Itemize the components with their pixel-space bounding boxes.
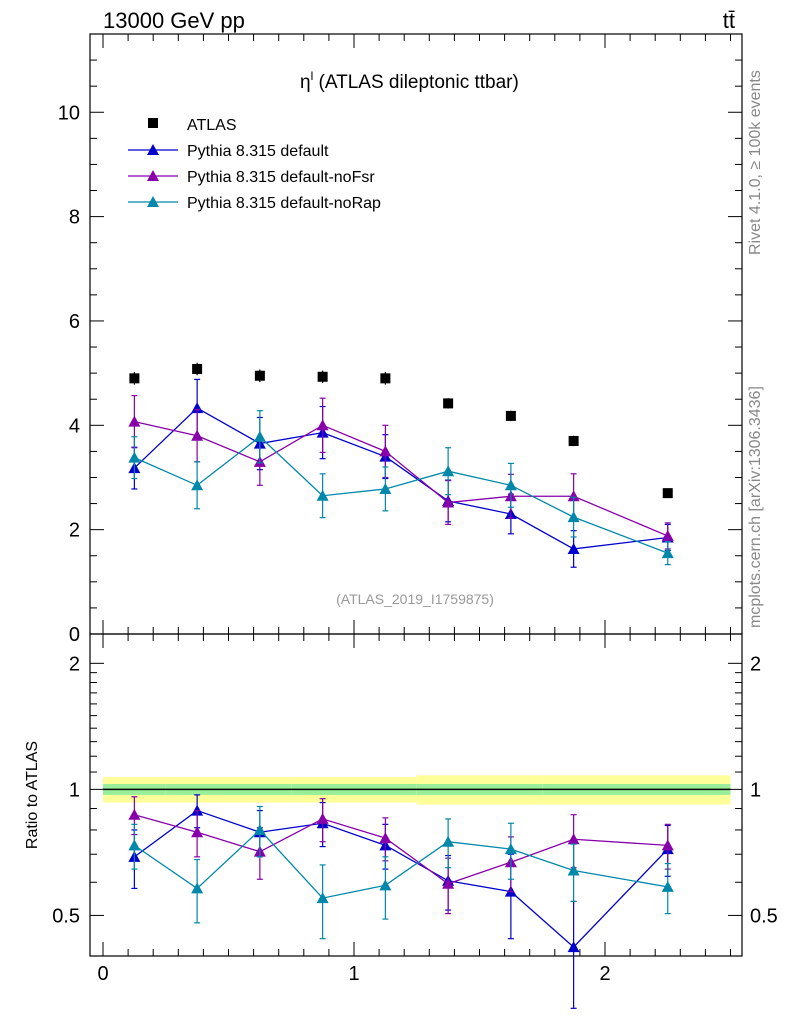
data-point	[191, 429, 204, 441]
data-point	[192, 363, 203, 374]
rivet-label: Rivet 4.1.0, ≥ 100k events	[747, 70, 764, 255]
series-line	[134, 435, 668, 554]
ratio-data-point	[661, 839, 674, 851]
plot-title: ηl (ATLAS dileptonic ttbar)	[300, 69, 519, 93]
y-tick-label-4: 4	[69, 415, 80, 437]
ratio-y-tick-label-right-0.5: 0.5	[750, 905, 778, 927]
y-tick-label-8: 8	[69, 207, 80, 229]
data-point	[567, 542, 580, 554]
ratio-data-point	[567, 864, 580, 876]
y-tick-label-10: 10	[58, 102, 80, 124]
ratio-data-point	[567, 941, 580, 953]
legend-label-norap: Pythia 8.315 default-noRap	[187, 195, 381, 212]
legend-marker-norap	[147, 196, 159, 207]
ratio-data-point	[661, 880, 674, 892]
energy-label: 13000 GeV pp	[103, 8, 245, 33]
data-point	[662, 488, 673, 499]
ratio-data-point	[442, 877, 455, 889]
legend-marker-atlas	[148, 118, 158, 128]
data-point	[567, 511, 580, 523]
series-line	[133, 407, 668, 550]
data-point	[379, 482, 392, 494]
data-point	[128, 415, 141, 427]
data-point	[443, 398, 454, 409]
x-tick-label-0: 0	[97, 963, 108, 985]
data-point	[317, 371, 328, 382]
plot-title-rest: (ATLAS dileptonic ttbar)	[313, 72, 519, 93]
ratio-series-0	[128, 794, 674, 1009]
ratio-data-point	[504, 843, 517, 855]
data-point	[128, 451, 141, 463]
data-point	[316, 489, 329, 501]
data-point	[442, 496, 455, 508]
plot-title-main: η	[300, 72, 311, 93]
data-point	[661, 529, 674, 541]
legend: ATLAS Pythia 8.315 default Pythia 8.315 …	[128, 117, 381, 212]
ratio-tick-labels: 0.5 1 2 0.5 1 2 0 1 2	[52, 653, 778, 985]
ratio-panel-frame	[89, 633, 743, 957]
ratio-series-2	[128, 805, 674, 940]
ratio-y-tick-label-left-1: 1	[69, 779, 80, 801]
ratio-data-point	[379, 832, 392, 844]
ratio-series-line	[133, 809, 669, 949]
legend-marker-nofsr	[147, 170, 159, 181]
data-point	[191, 479, 204, 491]
y-tick-label-2: 2	[69, 520, 80, 542]
ratio-y-tick-label-left-0.5: 0.5	[52, 905, 80, 927]
data-point	[505, 410, 516, 421]
data-point	[191, 402, 204, 414]
legend-label-default: Pythia 8.315 default	[187, 143, 329, 160]
ratio-series-1	[128, 796, 674, 915]
y-tick-label-0: 0	[69, 624, 80, 646]
data-point	[253, 430, 266, 442]
ratio-data-point	[191, 882, 204, 894]
process-label: tt̄	[723, 8, 735, 33]
data-point	[661, 547, 674, 559]
legend-marker-default	[147, 144, 159, 155]
plot-title-sup: l	[311, 69, 314, 83]
ratio-data-point	[316, 812, 329, 824]
ratio-data-point	[128, 839, 141, 851]
analysis-id: (ATLAS_2019_I1759875)	[336, 591, 494, 607]
data-point	[379, 445, 392, 457]
ratio-y-tick-label-right-2: 2	[750, 653, 761, 675]
legend-label-atlas: ATLAS	[187, 117, 237, 134]
data-point	[504, 479, 517, 491]
data-point	[316, 419, 329, 431]
main-plot-data	[128, 362, 674, 568]
data-point	[380, 373, 391, 384]
series-0	[129, 362, 673, 499]
ratio-data-point	[442, 835, 455, 847]
x-tick-label-2: 2	[599, 963, 610, 985]
ratio-y-tick-label-left-2: 2	[69, 653, 80, 675]
data-point	[254, 370, 265, 381]
ratio-data-point	[128, 808, 141, 820]
series-1	[128, 378, 674, 568]
ratio-axis-ticks	[90, 634, 742, 956]
series-3	[128, 410, 674, 566]
ratio-data-point	[316, 892, 329, 904]
legend-label-nofsr: Pythia 8.315 default-noFsr	[187, 169, 375, 186]
x-tick-label-1: 1	[348, 963, 359, 985]
ratio-data-point	[567, 833, 580, 845]
ratio-data-point	[253, 823, 266, 835]
ratio-plot-data	[128, 794, 674, 1009]
series-line	[134, 421, 669, 537]
data-point	[568, 435, 579, 446]
data-point	[442, 465, 455, 477]
mcplots-label: mcplots.cern.ch [arXiv:1306.3436]	[747, 386, 764, 628]
main-tick-labels: 0 2 4 6 8 10	[58, 102, 80, 646]
ratio-y-tick-label-right-1: 1	[750, 779, 761, 801]
series-2	[128, 394, 674, 550]
data-point	[567, 490, 580, 502]
main-axis-ticks	[90, 34, 742, 635]
ratio-data-point	[191, 826, 204, 838]
ratio-y-axis-label: Ratio to ATLAS	[24, 741, 41, 849]
y-tick-label-6: 6	[69, 311, 80, 333]
data-point	[129, 373, 140, 384]
ratio-data-point	[379, 879, 392, 891]
